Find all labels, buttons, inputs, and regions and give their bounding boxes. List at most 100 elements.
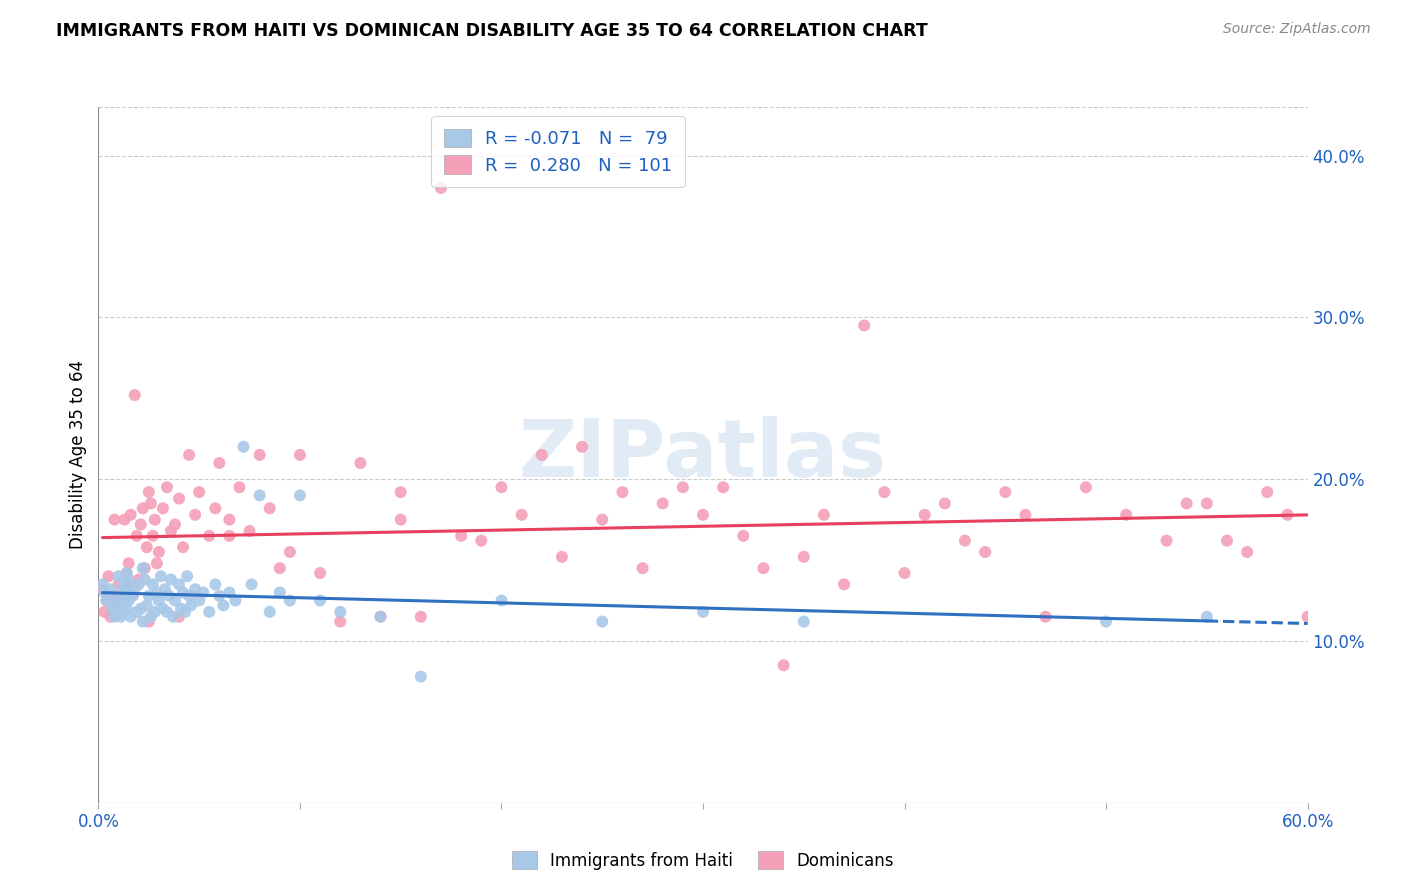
Point [793, 549, 815, 564]
Point [184, 582, 207, 597]
Point [430, 181, 453, 195]
Point [114, 513, 136, 527]
Point [129, 517, 152, 532]
Point [125, 605, 148, 619]
Point [893, 566, 915, 580]
Point [110, 609, 132, 624]
Point [1195, 496, 1218, 510]
Point [180, 599, 202, 613]
Point [118, 577, 141, 591]
Legend: Immigrants from Haiti, Dominicans: Immigrants from Haiti, Dominicans [503, 843, 903, 878]
Point [370, 609, 392, 624]
Point [530, 448, 553, 462]
Point [142, 577, 165, 591]
Point [1035, 609, 1057, 624]
Point [193, 585, 215, 599]
Point [100, 582, 122, 597]
Point [752, 561, 775, 575]
Point [101, 601, 124, 615]
Point [114, 593, 136, 607]
Point [914, 508, 936, 522]
Point [134, 573, 156, 587]
Point [1296, 609, 1319, 624]
Point [146, 585, 169, 599]
Point [142, 529, 165, 543]
Point [107, 577, 129, 591]
Point [121, 589, 143, 603]
Point [148, 593, 170, 607]
Point [153, 582, 176, 597]
Point [591, 513, 613, 527]
Point [288, 448, 311, 462]
Point [135, 540, 157, 554]
Point [370, 609, 392, 624]
Point [1195, 609, 1218, 624]
Point [162, 609, 184, 624]
Point [551, 549, 574, 564]
Point [329, 615, 352, 629]
Point [118, 593, 141, 607]
Point [110, 589, 132, 603]
Point [259, 501, 281, 516]
Point [994, 485, 1017, 500]
Point [612, 485, 634, 500]
Point [97, 589, 120, 603]
Point [132, 501, 155, 516]
Point [491, 480, 513, 494]
Point [120, 609, 142, 624]
Point [138, 589, 160, 603]
Point [1074, 480, 1097, 494]
Point [278, 545, 301, 559]
Point [218, 585, 240, 599]
Point [249, 448, 271, 462]
Point [101, 589, 124, 603]
Text: IMMIGRANTS FROM HAITI VS DOMINICAN DISABILITY AGE 35 TO 64 CORRELATION CHART: IMMIGRANTS FROM HAITI VS DOMINICAN DISAB… [56, 22, 928, 40]
Text: Source: ZipAtlas.com: Source: ZipAtlas.com [1223, 22, 1371, 37]
Point [179, 448, 201, 462]
Point [1277, 508, 1299, 522]
Point [163, 517, 186, 532]
Point [450, 529, 472, 543]
Point [156, 480, 179, 494]
Point [132, 561, 155, 575]
Point [853, 318, 876, 333]
Point [107, 593, 129, 607]
Point [224, 593, 246, 607]
Point [470, 533, 492, 548]
Point [124, 582, 146, 597]
Point [121, 589, 143, 603]
Point [96, 593, 118, 607]
Point [218, 513, 240, 527]
Point [1014, 508, 1036, 522]
Point [873, 485, 896, 500]
Point [1095, 615, 1118, 629]
Point [278, 593, 301, 607]
Point [204, 501, 226, 516]
Point [953, 533, 976, 548]
Point [170, 601, 193, 615]
Point [389, 513, 412, 527]
Point [188, 485, 211, 500]
Point [591, 615, 613, 629]
Point [974, 545, 997, 559]
Point [174, 605, 197, 619]
Point [125, 529, 148, 543]
Point [198, 529, 221, 543]
Point [172, 540, 194, 554]
Point [148, 545, 170, 559]
Point [132, 615, 155, 629]
Point [349, 456, 371, 470]
Point [156, 605, 179, 619]
Point [179, 589, 201, 603]
Point [114, 577, 136, 591]
Point [138, 485, 160, 500]
Point [120, 508, 142, 522]
Point [813, 508, 835, 522]
Point [134, 561, 156, 575]
Point [152, 501, 174, 516]
Point [107, 569, 129, 583]
Point [733, 529, 755, 543]
Point [176, 569, 198, 583]
Point [208, 589, 231, 603]
Point [115, 601, 138, 615]
